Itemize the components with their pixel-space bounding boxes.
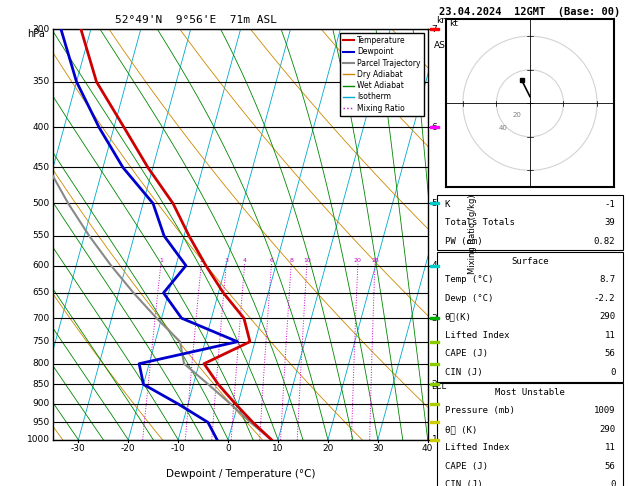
Text: 550: 550: [33, 231, 50, 241]
Text: 4: 4: [243, 258, 247, 263]
Text: 500: 500: [33, 199, 50, 208]
Text: 950: 950: [33, 418, 50, 427]
Text: 20: 20: [322, 444, 333, 453]
Text: hPa: hPa: [27, 29, 45, 39]
Text: 6: 6: [270, 258, 274, 263]
Text: 1: 1: [431, 435, 437, 444]
Text: 450: 450: [33, 163, 50, 172]
Text: Lifted Index: Lifted Index: [445, 331, 509, 340]
Text: K: K: [445, 200, 450, 208]
Text: 2: 2: [199, 258, 203, 263]
Text: 6: 6: [431, 123, 437, 132]
Text: 3: 3: [225, 258, 228, 263]
Text: Totals Totals: Totals Totals: [445, 218, 515, 227]
Text: θᴄ (K): θᴄ (K): [445, 425, 477, 434]
Text: 11: 11: [604, 443, 615, 452]
Bar: [437, 252, 623, 382]
Text: ASL: ASL: [434, 41, 451, 51]
Text: Mixing Ratio (g/kg): Mixing Ratio (g/kg): [468, 195, 477, 274]
Text: CAPE (J): CAPE (J): [445, 349, 487, 358]
Text: 10: 10: [272, 444, 284, 453]
Text: Dewp (°C): Dewp (°C): [445, 294, 493, 303]
Text: Most Unstable: Most Unstable: [495, 388, 565, 397]
Text: 400: 400: [33, 123, 50, 132]
Text: Lifted Index: Lifted Index: [445, 443, 509, 452]
Text: 700: 700: [33, 313, 50, 323]
Text: 52°49'N  9°56'E  71m ASL: 52°49'N 9°56'E 71m ASL: [114, 15, 277, 25]
Legend: Temperature, Dewpoint, Parcel Trajectory, Dry Adiabat, Wet Adiabat, Isotherm, Mi: Temperature, Dewpoint, Parcel Trajectory…: [340, 33, 424, 116]
Text: 56: 56: [604, 349, 615, 358]
Text: θᴄ(K): θᴄ(K): [445, 312, 472, 321]
Text: 56: 56: [604, 462, 615, 471]
Text: 8: 8: [289, 258, 293, 263]
Text: CIN (J): CIN (J): [445, 368, 482, 377]
Text: 20: 20: [512, 112, 521, 118]
Text: kt: kt: [450, 19, 459, 29]
Text: 900: 900: [33, 399, 50, 408]
Text: 23.04.2024  12GMT  (Base: 00): 23.04.2024 12GMT (Base: 00): [439, 7, 621, 17]
Text: -30: -30: [71, 444, 86, 453]
Text: 600: 600: [33, 261, 50, 270]
Text: 290: 290: [599, 312, 615, 321]
Text: km: km: [436, 16, 450, 25]
Text: 40: 40: [422, 444, 433, 453]
Text: 40: 40: [499, 125, 508, 131]
Text: CIN (J): CIN (J): [445, 481, 482, 486]
Text: 850: 850: [33, 380, 50, 389]
Text: 25: 25: [371, 258, 379, 263]
Text: 2: 2: [431, 380, 437, 389]
Bar: [437, 383, 623, 486]
Text: 5: 5: [431, 199, 437, 208]
Text: Temp (°C): Temp (°C): [445, 275, 493, 284]
Text: 30: 30: [372, 444, 384, 453]
Text: -1: -1: [604, 200, 615, 208]
Text: 1: 1: [159, 258, 163, 263]
Text: 4: 4: [431, 261, 437, 270]
Text: 0.82: 0.82: [594, 237, 615, 246]
Text: -10: -10: [171, 444, 186, 453]
Text: 11: 11: [604, 331, 615, 340]
Text: 650: 650: [33, 288, 50, 297]
Text: CAPE (J): CAPE (J): [445, 462, 487, 471]
Text: 1000: 1000: [26, 435, 50, 444]
Text: Surface: Surface: [511, 257, 548, 266]
Text: Pressure (mb): Pressure (mb): [445, 406, 515, 416]
Text: Dewpoint / Temperature (°C): Dewpoint / Temperature (°C): [166, 469, 315, 479]
Text: -20: -20: [121, 444, 136, 453]
Text: 10: 10: [303, 258, 311, 263]
Text: 300: 300: [33, 25, 50, 34]
Text: 39: 39: [604, 218, 615, 227]
Text: 0: 0: [610, 368, 615, 377]
Text: 350: 350: [33, 77, 50, 86]
Text: 750: 750: [33, 337, 50, 346]
Text: 290: 290: [599, 425, 615, 434]
Bar: [437, 195, 623, 250]
Text: 20: 20: [354, 258, 362, 263]
Text: 7: 7: [431, 25, 437, 34]
Text: 0: 0: [225, 444, 231, 453]
Text: -2.2: -2.2: [594, 294, 615, 303]
Text: 1009: 1009: [594, 406, 615, 416]
Text: PW (cm): PW (cm): [445, 237, 482, 246]
Text: 8.7: 8.7: [599, 275, 615, 284]
Text: 0: 0: [610, 481, 615, 486]
Text: 800: 800: [33, 359, 50, 368]
Text: LCL: LCL: [431, 382, 447, 391]
Text: 3: 3: [431, 313, 437, 323]
